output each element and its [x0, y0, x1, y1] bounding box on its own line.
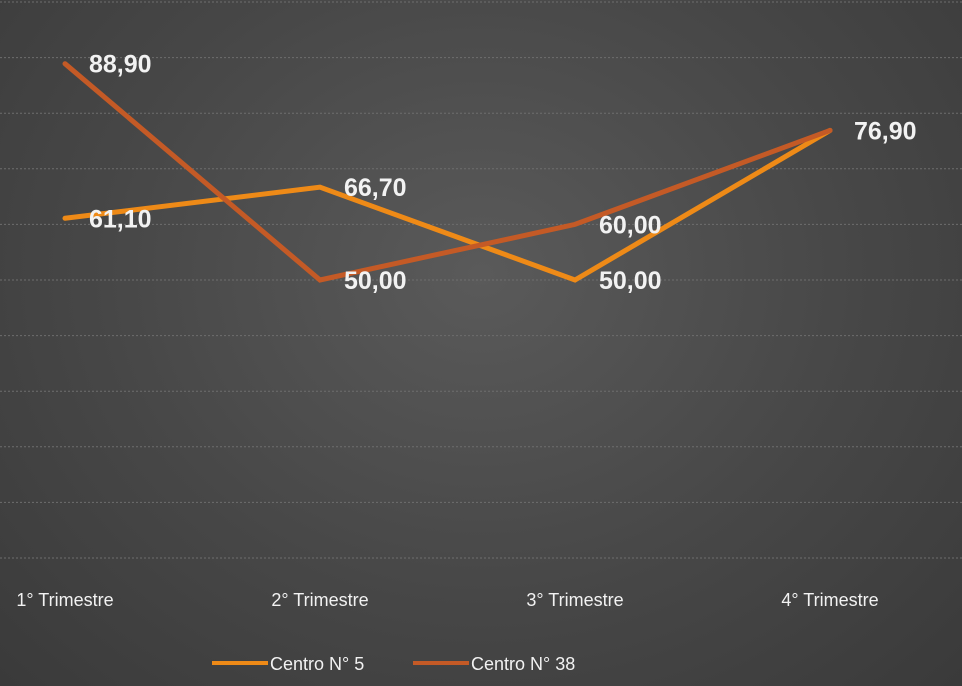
data-label: 50,00	[344, 267, 407, 295]
data-label: 61,10	[89, 205, 152, 233]
data-label: 60,00	[599, 211, 662, 239]
data-label: 88,90	[89, 51, 152, 79]
data-label: 50,00	[599, 267, 662, 295]
series-line-1	[62, 127, 833, 283]
data-labels: 61,10 66,70 50,00 76,90 88,90 50,00 60,00	[89, 51, 917, 295]
legend: Centro N° 5 Centro N° 38	[212, 654, 575, 674]
x-axis: 1° Trimestre 2° Trimestre 3° Trimestre 4° T…	[16, 590, 878, 610]
data-label: 76,90	[854, 117, 917, 145]
legend-label: Centro N° 5	[270, 654, 364, 674]
series-line-2	[62, 61, 833, 283]
x-tick-label: 2° Trimestre	[271, 590, 368, 610]
plot-series	[62, 61, 833, 283]
grid	[0, 1, 962, 559]
x-tick-label: 3° Trimestre	[526, 590, 623, 610]
legend-label: Centro N° 38	[471, 654, 575, 674]
data-label: 66,70	[344, 174, 407, 202]
x-tick-label: 1° Trimestre	[16, 590, 113, 610]
x-tick-label: 4° Trimestre	[781, 590, 878, 610]
